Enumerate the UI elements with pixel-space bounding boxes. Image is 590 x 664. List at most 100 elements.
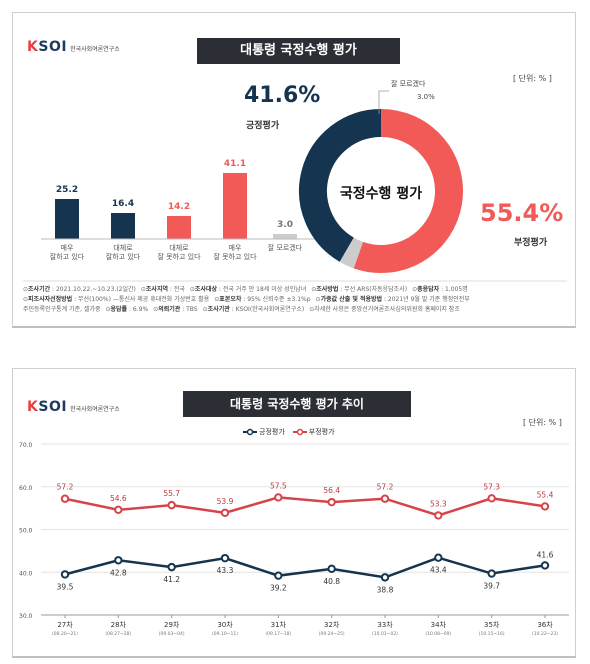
footnote-bullet-icon: ⊙ xyxy=(189,286,195,293)
x-tick-label: 27차 xyxy=(57,620,73,629)
unknown-value: 3.0% xyxy=(417,93,435,101)
x-tick-label: 34차 xyxy=(431,620,447,629)
legend-negative-label: 부정평가 xyxy=(308,428,335,436)
point-negative xyxy=(167,500,176,510)
unknown-leader-line xyxy=(378,90,389,114)
point-negative xyxy=(487,494,496,503)
footnote-bullet-icon: ⊙ xyxy=(23,296,29,303)
footnote-item: ⊙조사기간 : 2021.10.22.~10.23.(2일간) xyxy=(23,286,136,293)
point-positive xyxy=(220,553,230,563)
negative-percent: 55.4% xyxy=(480,199,564,227)
panel2-title: 대통령 국정수행 평가 추이 xyxy=(183,391,411,417)
footnote-bullet-icon: ⊙ xyxy=(311,286,317,293)
footnote-bullet-icon: ⊙ xyxy=(214,296,220,303)
footnote-bullet-icon: ⊙ xyxy=(412,286,418,293)
footnote-item: ⊙가중값 산출 및 적용방법 : 2021년 9월 말 기준 행정안전부 xyxy=(315,296,470,303)
point-negative xyxy=(274,493,283,502)
point-negative xyxy=(380,494,390,503)
legend-positive-icon xyxy=(243,428,257,436)
series-line-positive xyxy=(64,556,546,579)
footnote-bullet-icon: ⊙ xyxy=(202,306,208,313)
x-tick-label: 31차 xyxy=(271,620,287,629)
x-date-label: (09.17~18) xyxy=(265,631,291,637)
line-chart: 30.0 40.0 50.0 60.0 70.0 27차 (08.20~21) 28차 (08.… xyxy=(19,442,569,637)
data-label-negative: 57.5 xyxy=(270,481,287,490)
footnote-item: ⊙피조사자선정방법 : 무선(100%) —통신사 제공 휴대전화 가상번호 활… xyxy=(23,296,210,303)
legend-positive-label: 긍정평가 xyxy=(259,428,285,436)
data-label-positive: 41.6 xyxy=(537,550,554,559)
negative-label: 부정평가 xyxy=(514,238,548,248)
panel2-unit: [ 단위: % ] xyxy=(523,418,562,427)
bar-value-label: 25.2 xyxy=(55,184,79,195)
point-positive xyxy=(540,561,550,570)
data-label-negative: 56.4 xyxy=(323,486,340,495)
x-tick-label: 32차 xyxy=(324,620,340,629)
data-label-negative: 57.2 xyxy=(377,483,394,492)
data-label-negative: 57.3 xyxy=(483,482,500,491)
bar-2 xyxy=(167,216,191,239)
trend-panel: KSOI 한국사회여론연구소 대통령 국정수행 평가 추이 [ 단위: % ] … xyxy=(12,368,576,658)
bar-category-label: 대체로 잘하고 있다 xyxy=(105,244,141,261)
donut-chart xyxy=(299,109,463,273)
bar-0 xyxy=(55,198,79,239)
x-date-label: (09.10~11) xyxy=(212,631,238,637)
x-tick-label: 33차 xyxy=(377,620,393,629)
footnote-item: ⊙조사기관 : KSOI(한국사회여론연구소) xyxy=(202,306,305,313)
point-negative xyxy=(540,502,550,511)
point-negative xyxy=(434,511,443,520)
legend-negative-icon xyxy=(292,428,307,436)
footnote-item: ⊙자세한 사항은 중앙선거여론조사심의위원회 홈페이지 참조 xyxy=(309,306,460,313)
footnote-item: 주민등록인구통계 기준, 셀가중 xyxy=(23,306,101,313)
x-tick-label: 28차 xyxy=(111,620,127,629)
bar-category-label: 잘 모르겠다 xyxy=(267,244,303,252)
x-date-label: (09.24~25) xyxy=(319,631,345,637)
bar-value-label: 3.0 xyxy=(277,220,293,231)
point-positive xyxy=(327,564,336,574)
bar-category-label: 매우 잘 못하고 있다 xyxy=(213,244,257,261)
positive-label: 긍정평가 xyxy=(246,121,280,131)
approval-panel: KSOI 한국사회여론연구소 대통령 국정수행 평가 [ 단위: % ] 25.… xyxy=(12,12,576,328)
point-negative xyxy=(327,497,336,507)
footnote-item: ⊙응답률 : 6.9% xyxy=(105,306,149,313)
point-positive xyxy=(274,571,283,580)
footnote-line-3: 주민등록인구통계 기준, 셀가중 ⊙응답률 : 6.9% ⊙의뢰기관 : TBS ⊙조… xyxy=(23,305,568,315)
footnote-item: ⊙조사방법 : 무선 ARS(자동응답조사) xyxy=(311,286,408,293)
x-date-label: (10.01~02) xyxy=(372,631,398,637)
data-label-positive: 39.5 xyxy=(57,582,74,591)
panel1-title: 대통령 국정수행 평가 xyxy=(197,38,400,64)
x-tick-label: 36차 xyxy=(537,620,553,629)
donut-slice-negative xyxy=(353,109,463,273)
point-positive xyxy=(167,562,176,572)
data-label-positive: 41.2 xyxy=(163,575,180,584)
point-positive xyxy=(60,570,70,579)
footnote-bullet-icon: ⊙ xyxy=(140,286,146,293)
data-label-negative: 57.2 xyxy=(57,483,74,492)
footnote-bullet-icon: ⊙ xyxy=(105,306,111,313)
x-date-label: (09.03~04) xyxy=(159,631,185,637)
data-label-positive: 39.7 xyxy=(483,582,500,591)
footnote-line-2: ⊙피조사자선정방법 : 무선(100%) —통신사 제공 휴대전화 가상번호 활… xyxy=(23,295,568,305)
x-date-label: (08.27~28) xyxy=(105,631,131,637)
y-tick-label: 70.0 xyxy=(19,442,33,449)
footnote-bullet-icon: ⊙ xyxy=(309,306,315,313)
unknown-label: 잘 모르겠다 xyxy=(391,80,426,88)
footnote-bullet-icon: ⊙ xyxy=(153,306,159,313)
x-date-label: (10.22~23) xyxy=(532,631,558,637)
bar-category-label: 대체로 잘 못하고 있다 xyxy=(157,244,201,261)
data-label-positive: 38.8 xyxy=(377,585,394,594)
bar-category-label: 매우 잘하고 있다 xyxy=(49,244,85,261)
footnote-item: ⊙의뢰기관 : TBS xyxy=(153,306,198,313)
x-date-label: (08.20~21) xyxy=(52,631,78,637)
point-positive xyxy=(434,553,443,562)
y-tick-label: 60.0 xyxy=(19,485,33,492)
logo-text: 한국사회여론연구소 xyxy=(70,46,120,53)
data-label-negative: 53.9 xyxy=(217,497,234,506)
data-label-negative: 55.4 xyxy=(537,490,554,499)
footnote-item: ⊙총응답자 : 1,005명 xyxy=(412,286,468,293)
donut-center-label: 국정수행 평가 xyxy=(339,186,423,202)
ksoi-logo-2: KSOI 한국사회여론연구소 xyxy=(27,399,120,415)
bar-value-label: 41.1 xyxy=(223,159,247,170)
legend: 긍정평가 부정평가 xyxy=(243,427,335,437)
data-label-positive: 43.4 xyxy=(430,566,447,575)
data-label-positive: 39.2 xyxy=(270,584,287,593)
